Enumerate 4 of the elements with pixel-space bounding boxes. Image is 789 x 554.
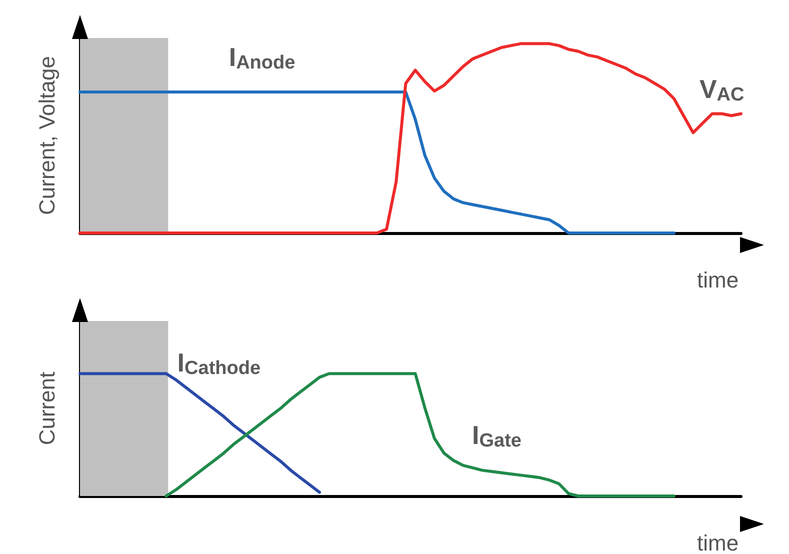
y-axis-title: Current, Voltage (34, 56, 60, 215)
y-axis-title: Current (34, 372, 60, 446)
x-axis-title: time (697, 530, 739, 554)
x-axis-title: time (697, 268, 739, 292)
